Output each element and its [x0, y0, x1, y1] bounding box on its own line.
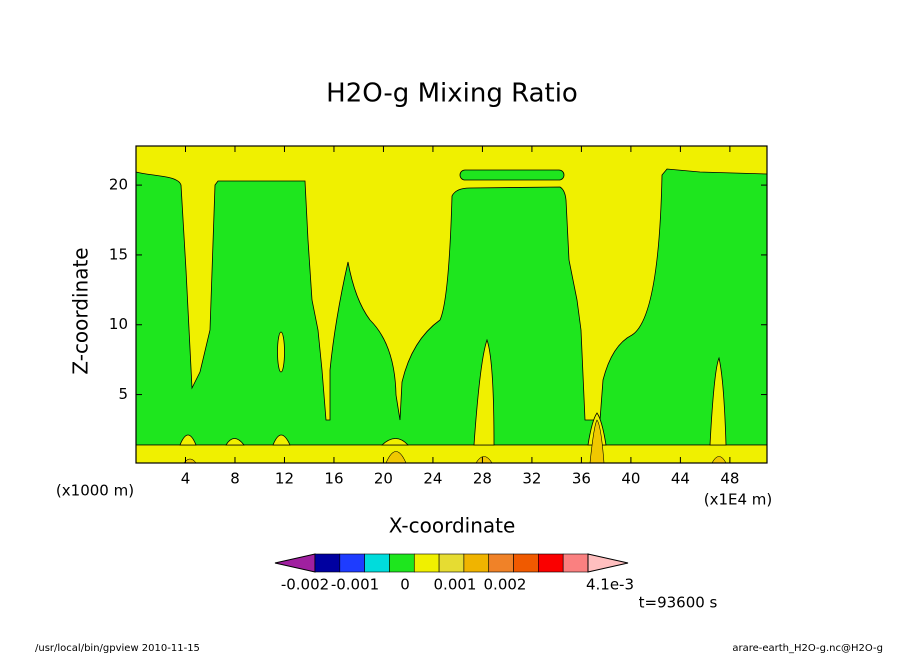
x-tick-label: 12 [275, 470, 294, 488]
x-tick-label: 24 [423, 470, 442, 488]
x-tick-label: 16 [324, 470, 343, 488]
colorbar-box [513, 553, 539, 573]
contour-region [277, 331, 285, 373]
contour-region [135, 444, 768, 464]
colorbar-tick-label: 4.1e-3 [586, 576, 634, 594]
x-tick-label: 40 [621, 470, 640, 488]
y-tick-label: 15 [109, 245, 128, 263]
contour-region [183, 419, 727, 464]
footer-right: arare-earth_H2O-g.nc@H2O-g [732, 643, 883, 654]
x-tick-label: 20 [374, 470, 393, 488]
colorbar-tick-label: 0 [400, 576, 410, 594]
x-scale-label: (x1000 m) [56, 482, 134, 500]
x-tick-label: 44 [671, 470, 690, 488]
plot-frame [135, 145, 768, 464]
footer-left: /usr/local/bin/gpview 2010-11-15 [35, 643, 200, 654]
contour-region [135, 168, 768, 446]
x-tick-label: 36 [572, 470, 591, 488]
colorbar-box [314, 553, 341, 573]
colorbar-tick-label: 0.002 [484, 576, 527, 594]
colorbar-box [364, 553, 390, 573]
contour-region [179, 338, 727, 446]
x-tick-label: 4 [181, 470, 191, 488]
chart-title: H2O-g Mixing Ratio [326, 79, 578, 109]
colorbar-box [463, 553, 490, 573]
colorbar-box [413, 553, 440, 573]
colorbar-box [488, 553, 514, 573]
x-unit-label: (x1E4 m) [704, 491, 773, 509]
y-axis-label: Z-coordinate [69, 247, 93, 374]
x-axis-label: X-coordinate [389, 514, 516, 538]
colorbar-arrow [587, 553, 629, 573]
x-tick-label: 28 [473, 470, 492, 488]
colorbar-box [438, 553, 465, 573]
colorbar-arrow [274, 553, 316, 573]
colorbar-tick-label: 0.001 [434, 576, 477, 594]
colorbar-tick-label: -0.002 [281, 576, 329, 594]
contour-region [459, 169, 565, 181]
y-tick-label: 10 [109, 315, 128, 333]
x-tick-label: 48 [720, 470, 739, 488]
colorbar-box [538, 553, 564, 573]
time-label: t=93600 s [639, 594, 718, 612]
x-tick-label: 8 [230, 470, 240, 488]
y-tick-label: 20 [109, 176, 128, 194]
x-tick-label: 32 [522, 470, 541, 488]
colorbar-box [389, 553, 415, 573]
contour-field [135, 145, 768, 464]
y-tick-label: 5 [118, 385, 128, 403]
colorbar-box [562, 553, 589, 573]
colorbar-box [339, 553, 365, 573]
colorbar-tick-label: -0.001 [331, 576, 379, 594]
